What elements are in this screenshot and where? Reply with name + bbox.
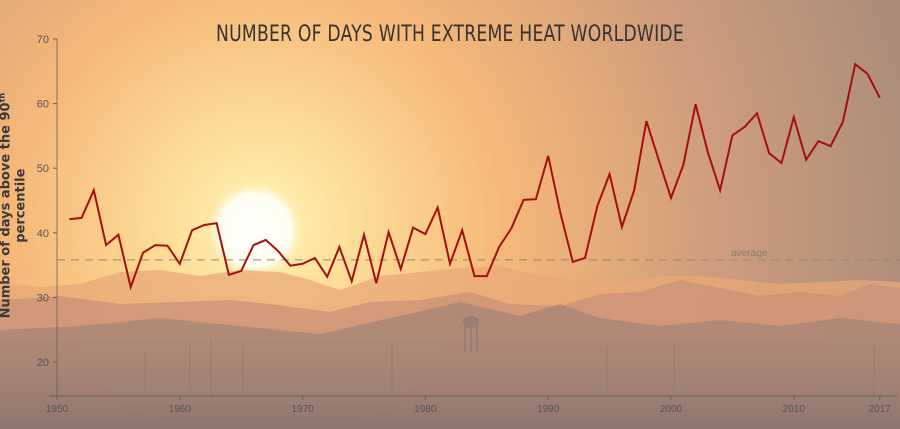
average-label: average <box>731 248 768 259</box>
y-axis-label-suffix: percentile <box>13 168 29 243</box>
y-axis-label: Number of days above the 90th percentile <box>0 71 29 341</box>
chart-title: NUMBER OF DAYS WITH EXTREME HEAT WORLDWI… <box>216 22 684 47</box>
x-tick-label: 2010 <box>783 404 806 415</box>
x-tick-label: 2000 <box>660 404 683 415</box>
utility-poles <box>144 340 875 400</box>
y-tick-label: 30 <box>37 292 49 304</box>
x-tick-label: 1980 <box>414 404 437 415</box>
x-tick-label: 1990 <box>537 404 560 415</box>
y-axis-label-superscript: th <box>0 92 7 103</box>
x-tick-label: 1970 <box>291 404 314 415</box>
y-tick-label: 20 <box>37 357 49 369</box>
y-tick-label: 60 <box>37 99 49 111</box>
x-axis: 1950 1960 1970 1980 1990 2000 2010 2017 <box>46 395 897 415</box>
x-tick-label: 1960 <box>169 404 192 415</box>
y-tick-label: 70 <box>37 34 49 46</box>
x-tick-label: 2017 <box>869 404 892 415</box>
y-axis-label-text: Number of days above the 90 <box>0 102 14 319</box>
y-tick-label: 50 <box>37 163 49 175</box>
y-axis: 20 30 40 50 60 70 <box>37 34 58 396</box>
water-tower <box>463 316 479 352</box>
ground-haze <box>0 340 900 429</box>
x-tick-label: 1950 <box>46 404 69 415</box>
extreme-heat-days-line <box>69 62 881 291</box>
y-tick-label: 40 <box>37 228 49 240</box>
